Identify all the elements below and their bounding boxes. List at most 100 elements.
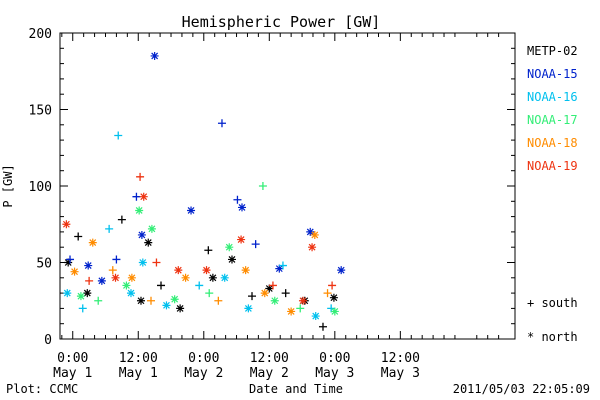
data-point-south [105,224,114,233]
data-point-south [117,215,126,224]
x-tick-time-label: 12:00 [381,351,420,366]
data-point-north [337,266,346,275]
data-point-north [84,261,93,270]
data-point-south [94,296,103,305]
data-point-north [329,293,338,302]
data-point-north [170,295,179,304]
x-tick-date-label: May 2 [250,366,289,381]
data-point-south [204,246,213,255]
data-point-south [85,276,94,285]
data-point-north [136,296,145,305]
data-point-south [136,172,145,181]
data-point-north [137,230,146,239]
y-axis: 0 50 100 150 200 [29,27,515,348]
data-point-south [281,289,290,298]
data-point-south [147,296,155,305]
x-tick-time-label: 12:00 [250,351,289,366]
data-point-south [108,266,117,275]
data-point-south [217,119,226,128]
legend-entry: METP-02 [527,44,578,58]
data-point-north [225,243,234,252]
x-tick-date-label: May 3 [381,366,420,381]
data-point-south [278,261,287,270]
legend-entry: NOAA-15 [527,67,578,81]
x-axis-label: Date and Time [249,382,343,396]
data-point-north [139,192,148,201]
data-point-north [176,304,185,313]
y-axis-label: P [GW] [1,164,15,207]
data-point-north [275,264,284,273]
x-tick-time-label: 0:00 [188,351,219,366]
x-tick-time-label: 0:00 [319,351,350,366]
data-point-north [88,238,97,247]
data-point-north [298,296,307,305]
data-point-south [66,255,75,264]
legend-entry: NOAA-16 [527,90,578,104]
data-point-south [78,304,87,313]
data-point-north [97,276,106,285]
data-point-north [127,273,136,282]
legend-north-marker: * north [527,330,578,344]
data-point-south [152,258,161,267]
data-point-south [112,255,121,264]
y-tick-label: 0 [44,333,52,348]
data-point-north [202,266,211,275]
data-point-north [241,266,250,275]
data-point-north [122,281,131,290]
data-point-north [76,292,85,301]
data-point-north [208,273,217,282]
data-point-south [205,289,214,298]
plot-source: Plot: CCMC [6,382,78,396]
data-point-north [265,284,274,293]
data-point-north [138,258,147,267]
x-tick-date-label: May 1 [119,366,158,381]
data-point-south [268,281,277,290]
x-tick-date-label: May 3 [315,366,354,381]
legend-entry: NOAA-19 [527,159,578,173]
data-point-north [63,289,72,298]
data-point-south [195,281,204,290]
data-point-north [237,235,246,244]
data-point-north [270,296,279,305]
x-tick-time-label: 0:00 [57,351,88,366]
data-point-north [260,289,269,298]
data-point-north [220,273,229,282]
data-point-north [147,224,156,233]
data-point-north [330,307,339,316]
data-point-south [251,240,260,249]
data-point-north [144,238,153,247]
data-point-south [214,296,223,305]
x-tick-time-label: 12:00 [119,351,158,366]
data-point-south [258,182,267,190]
data-point-south [233,195,242,204]
data-point-south [74,232,83,241]
data-point-north [126,289,135,298]
data-point-north [83,289,92,298]
data-point-south [132,192,141,201]
data-point-north [306,227,315,236]
legend-entry: NOAA-17 [527,113,578,127]
data-point-south [328,281,337,290]
legend-entry: NOAA-18 [527,136,578,150]
data-point-north [287,307,296,316]
data-point-south [157,281,166,290]
y-tick-label: 200 [29,27,52,42]
data-point-south [248,292,257,301]
y-tick-label: 50 [36,257,52,272]
data-point-north [311,312,320,321]
data-point-south [114,131,123,140]
data-point-north [162,301,171,310]
chart-title: Hemispheric Power [GW] [182,13,381,31]
data-point-north [111,273,120,282]
data-point-north [187,206,196,215]
data-point-north [70,267,79,276]
data-points [62,51,346,331]
data-point-north [308,243,317,252]
data-point-north [181,273,190,282]
data-point-south [318,322,327,331]
data-point-north [238,203,246,212]
data-point-north [135,206,144,215]
data-point-north [62,220,71,229]
